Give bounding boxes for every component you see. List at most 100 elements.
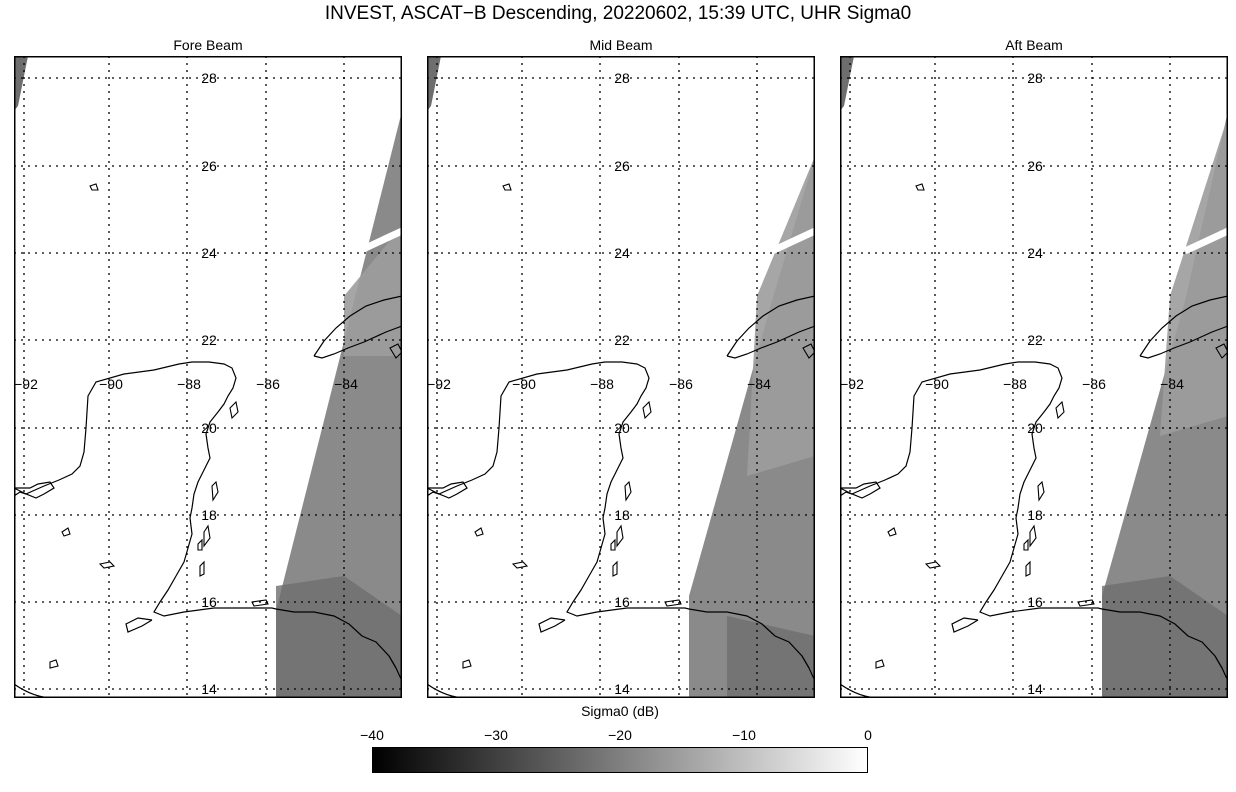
latitude-label: 14 <box>1027 681 1043 697</box>
swath-region <box>1102 576 1228 698</box>
latitude-label: 18 <box>201 507 217 523</box>
latitude-label: 28 <box>201 70 217 86</box>
island-outline <box>89 183 99 191</box>
map-panel-mid: 28 26 24 22 20 18 16 14 −92 −90 −88 −86 −84 <box>427 56 815 698</box>
latitude-label: 18 <box>614 507 630 523</box>
island-outline <box>1025 560 1031 577</box>
island-outline <box>1215 343 1228 359</box>
panel-title-aft: Aft Beam <box>1005 37 1063 53</box>
coastline <box>1139 295 1228 359</box>
longitude-label: −92 <box>427 376 451 392</box>
longitude-label: −86 <box>256 376 280 392</box>
coastline <box>840 683 881 698</box>
longitude-label: −84 <box>747 376 771 392</box>
coastline <box>427 481 468 499</box>
latitude-label: 24 <box>201 245 217 261</box>
latitude-label: 20 <box>201 420 217 436</box>
coastline <box>840 361 1223 669</box>
island-outline <box>664 599 682 607</box>
island-outline <box>251 599 269 607</box>
island-outline <box>197 538 203 551</box>
coastline <box>14 481 55 499</box>
island-outline <box>61 527 71 537</box>
latitude-label: 16 <box>1027 594 1043 610</box>
latitude-label: 26 <box>614 158 630 174</box>
island-outline <box>616 524 624 548</box>
map-frame <box>427 56 815 698</box>
longitude-label: −90 <box>512 376 536 392</box>
swath-region <box>427 56 441 111</box>
island-outline <box>502 183 512 191</box>
latitude-label: 16 <box>614 594 630 610</box>
latitude-label: 24 <box>614 245 630 261</box>
latitude-label: 14 <box>201 681 217 697</box>
latitude-label: 22 <box>1027 332 1043 348</box>
latitude-label: 26 <box>201 158 217 174</box>
colorbar-tick: −20 <box>608 727 632 743</box>
coastline <box>1214 655 1228 682</box>
island-outline <box>199 560 205 577</box>
island-outline <box>624 480 632 502</box>
island-outline <box>924 561 942 569</box>
swath-region <box>276 576 402 698</box>
map-panel-fore: 28 26 24 22 20 18 16 14 −92 −90 −88 −86 −84 <box>14 56 402 698</box>
latitude-label: 22 <box>201 332 217 348</box>
longitude-label: −88 <box>1003 376 1027 392</box>
longitude-label: −90 <box>99 376 123 392</box>
island-outline <box>474 527 484 537</box>
latitude-label: 28 <box>1027 70 1043 86</box>
longitude-label: −92 <box>14 376 38 392</box>
island-outline <box>49 659 59 669</box>
island-outline <box>389 343 402 359</box>
latitude-label: 28 <box>614 70 630 86</box>
island-outline <box>203 524 211 548</box>
coastline <box>125 617 153 633</box>
swath-region <box>840 56 854 111</box>
longitude-label: −92 <box>840 376 864 392</box>
island-outline <box>1023 538 1029 551</box>
longitude-label: −86 <box>1082 376 1106 392</box>
longitude-label: −90 <box>925 376 949 392</box>
longitude-label: −86 <box>669 376 693 392</box>
map-frame <box>840 56 1228 698</box>
latitude-label: 14 <box>614 681 630 697</box>
coastline <box>14 683 55 698</box>
latitude-label: 20 <box>1027 420 1043 436</box>
colorbar <box>372 747 868 773</box>
coastline <box>801 655 815 682</box>
coastline <box>427 683 468 698</box>
latitude-label: 22 <box>614 332 630 348</box>
coastline <box>313 295 402 359</box>
longitude-label: −88 <box>590 376 614 392</box>
island-outline <box>642 400 652 420</box>
coastline <box>538 617 566 633</box>
island-outline <box>915 183 925 191</box>
longitude-label: −84 <box>334 376 358 392</box>
map-svg: 28 26 24 22 20 18 16 14 −92 −90 −88 −86 −84 <box>427 56 815 698</box>
longitude-label: −84 <box>1160 376 1184 392</box>
colorbar-tick: −30 <box>484 727 508 743</box>
island-outline <box>211 480 219 502</box>
island-outline <box>1037 480 1045 502</box>
coastline <box>427 361 810 669</box>
island-outline <box>887 527 897 537</box>
island-outline <box>98 561 116 569</box>
swath-region <box>344 226 402 356</box>
coastline <box>726 295 815 359</box>
map-svg: 28 26 24 22 20 18 16 14 −92 −90 −88 −86 −84 <box>14 56 402 698</box>
island-outline <box>1029 524 1037 548</box>
latitude-label: 26 <box>1027 158 1043 174</box>
island-outline <box>229 400 239 420</box>
swath-region <box>276 111 402 698</box>
island-outline <box>1077 599 1095 607</box>
island-outline <box>610 538 616 551</box>
latitude-label: 24 <box>1027 245 1043 261</box>
latitude-label: 20 <box>614 420 630 436</box>
island-outline <box>875 659 885 669</box>
coastline <box>951 617 979 633</box>
coastline <box>388 655 402 682</box>
island-outline <box>511 561 529 569</box>
swath-gap <box>770 227 815 255</box>
map-panel-aft: 28 26 24 22 20 18 16 14 −92 −90 −88 −86 −84 <box>840 56 1228 698</box>
latitude-label: 18 <box>1027 507 1043 523</box>
